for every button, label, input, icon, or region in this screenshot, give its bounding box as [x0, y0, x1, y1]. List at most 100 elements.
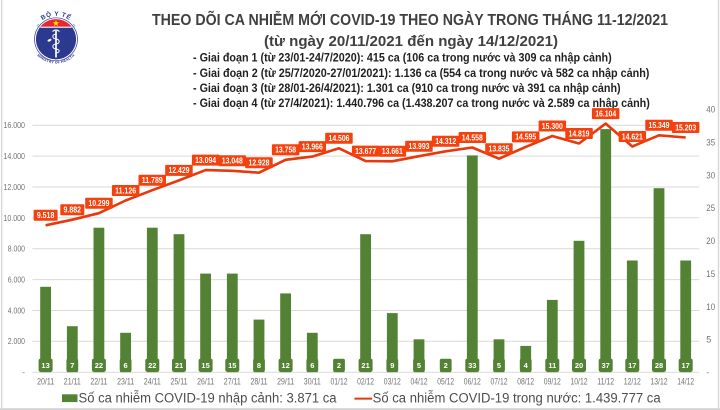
svg-text:22/11: 22/11: [90, 376, 107, 386]
svg-text:12: 12: [281, 361, 289, 370]
svg-text:37: 37: [602, 361, 610, 370]
svg-text:03/12: 03/12: [384, 376, 401, 386]
svg-text:13.966: 13.966: [302, 142, 323, 151]
svg-text:10.000: 10.000: [3, 214, 25, 223]
svg-text:14.621: 14.621: [622, 132, 643, 141]
svg-text:04/12: 04/12: [411, 376, 428, 386]
svg-text:28: 28: [655, 361, 663, 370]
svg-text:6.000: 6.000: [8, 276, 26, 285]
svg-text:20/11: 20/11: [37, 376, 54, 386]
svg-text:9: 9: [390, 361, 394, 370]
svg-text:06/12: 06/12: [464, 376, 481, 386]
svg-text:11.789: 11.789: [142, 176, 163, 185]
svg-text:11/12: 11/12: [597, 376, 614, 386]
svg-text:14.312: 14.312: [435, 137, 456, 146]
svg-text:15.300: 15.300: [542, 122, 563, 131]
svg-text:2.000: 2.000: [8, 337, 26, 346]
svg-text:- Giai đoạn 1 (từ 23/01-24/7/2: - Giai đoạn 1 (từ 23/01-24/7/2020): 415 …: [193, 53, 612, 65]
svg-text:21: 21: [175, 361, 183, 370]
svg-text:BỘ Y TẾ: BỘ Y TẾ: [40, 9, 74, 22]
svg-text:2: 2: [444, 361, 448, 370]
svg-text:16.000: 16.000: [3, 121, 25, 130]
svg-text:15: 15: [706, 269, 715, 279]
svg-text:14.558: 14.558: [462, 133, 483, 142]
svg-text:THEO DÕI CA NHIỄM MỚI COVID-19: THEO DÕI CA NHIỄM MỚI COVID-19 THEO NGÀY…: [152, 11, 668, 29]
svg-text:8.000: 8.000: [8, 245, 26, 254]
svg-text:6: 6: [124, 361, 128, 370]
svg-text:12.429: 12.429: [169, 166, 190, 175]
svg-text:2: 2: [337, 361, 341, 370]
svg-text:33: 33: [468, 361, 476, 370]
svg-text:10: 10: [706, 302, 715, 312]
svg-text:13.758: 13.758: [275, 146, 296, 155]
svg-text:25/11: 25/11: [171, 376, 188, 386]
svg-text:15: 15: [228, 361, 236, 370]
svg-text:15.203: 15.203: [675, 123, 696, 132]
svg-text:30: 30: [706, 170, 715, 180]
svg-text:14/12: 14/12: [677, 376, 694, 386]
svg-text:11: 11: [548, 361, 556, 370]
svg-text:4: 4: [524, 361, 529, 370]
svg-text:29/11: 29/11: [277, 376, 294, 386]
svg-text:20: 20: [575, 361, 583, 370]
svg-text:-: -: [706, 368, 709, 378]
svg-text:24/11: 24/11: [144, 376, 161, 386]
svg-text:-: -: [22, 368, 25, 377]
svg-text:02/12: 02/12: [357, 376, 374, 386]
svg-text:14.819: 14.819: [569, 129, 590, 138]
svg-text:13.048: 13.048: [222, 157, 243, 166]
svg-text:- Giai đoạn 3 (từ 28/01-26/4/2: - Giai đoạn 3 (từ 28/01-26/4/2021): 1.30…: [193, 83, 621, 95]
svg-text:- Giai đoạn 4 (từ 27/4/2021):: - Giai đoạn 4 (từ 27/4/2021): 1.440.796 …: [193, 98, 650, 110]
svg-text:05/12: 05/12: [437, 376, 454, 386]
svg-text:07/12: 07/12: [491, 376, 508, 386]
svg-text:17: 17: [682, 361, 690, 370]
svg-text:Số ca nhiễm COVID-19 nhập cảnh: Số ca nhiễm COVID-19 nhập cảnh: 3.871 ca: [79, 390, 337, 405]
svg-text:14.595: 14.595: [515, 133, 536, 142]
svg-text:27/11: 27/11: [224, 376, 241, 386]
svg-text:12.928: 12.928: [249, 159, 270, 168]
svg-text:13.677: 13.677: [355, 147, 376, 156]
svg-text:30/11: 30/11: [304, 376, 321, 386]
svg-text:16.104: 16.104: [595, 109, 616, 118]
svg-text:4.000: 4.000: [8, 306, 26, 315]
svg-text:(từ ngày 20/11/2021 đến ngày 1: (từ ngày 20/11/2021 đến ngày 14/12/2021): [264, 33, 558, 50]
svg-text:13: 13: [41, 361, 49, 370]
svg-text:9.882: 9.882: [64, 206, 82, 215]
svg-text:Số ca nhiễm COVID-19 trong nướ: Số ca nhiễm COVID-19 trong nước: 1.439.7…: [373, 390, 661, 405]
svg-text:13.993: 13.993: [409, 142, 430, 151]
svg-text:35: 35: [706, 138, 715, 148]
svg-text:7: 7: [70, 361, 74, 370]
svg-text:08/12: 08/12: [517, 376, 534, 386]
svg-text:12/12: 12/12: [624, 376, 641, 386]
svg-text:15.349: 15.349: [649, 121, 670, 130]
svg-text:8: 8: [257, 361, 261, 370]
svg-text:17: 17: [628, 361, 636, 370]
svg-text:20: 20: [706, 236, 715, 246]
svg-text:12.000: 12.000: [3, 183, 25, 192]
svg-text:22: 22: [148, 361, 156, 370]
svg-text:14.506: 14.506: [329, 134, 350, 143]
svg-text:15: 15: [201, 361, 209, 370]
svg-text:13.835: 13.835: [489, 145, 510, 154]
svg-text:10/12: 10/12: [571, 376, 588, 386]
svg-text:9.518: 9.518: [37, 211, 55, 220]
svg-text:6: 6: [310, 361, 314, 370]
svg-text:22: 22: [95, 361, 103, 370]
svg-text:21/11: 21/11: [64, 376, 81, 386]
svg-text:14.000: 14.000: [3, 152, 25, 161]
svg-text:13.094: 13.094: [195, 156, 216, 165]
svg-text:13/12: 13/12: [651, 376, 668, 386]
svg-text:28/11: 28/11: [251, 376, 268, 386]
svg-text:25: 25: [706, 203, 715, 213]
svg-text:5: 5: [417, 361, 421, 370]
svg-text:11.126: 11.126: [115, 186, 136, 195]
svg-text:10.299: 10.299: [88, 199, 109, 208]
svg-text:13.661: 13.661: [382, 147, 403, 156]
svg-text:5: 5: [706, 335, 711, 345]
svg-text:23/11: 23/11: [117, 376, 134, 386]
svg-text:40: 40: [706, 105, 715, 115]
svg-text:09/12: 09/12: [544, 376, 561, 386]
svg-text:21: 21: [361, 361, 369, 370]
svg-text:01/12: 01/12: [331, 376, 348, 386]
svg-text:26/11: 26/11: [197, 376, 214, 386]
